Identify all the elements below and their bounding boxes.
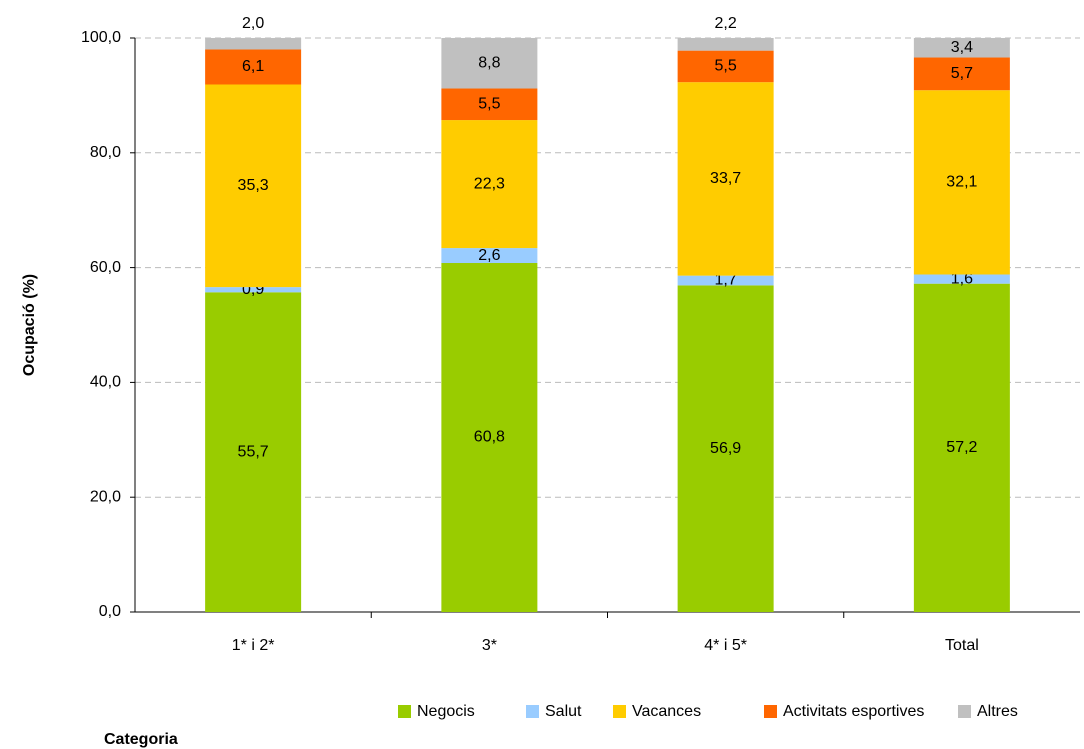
y-tick-label: 0,0 — [99, 603, 121, 620]
bar-segment — [441, 248, 538, 264]
legend-label: Salut — [545, 703, 582, 720]
data-label: 1,6 — [951, 270, 973, 287]
legend-label: Vacances — [632, 703, 701, 720]
data-label: 2,0 — [242, 15, 264, 32]
data-label: 8,8 — [478, 54, 500, 71]
data-label: 57,2 — [946, 439, 977, 456]
bar-segment — [441, 263, 538, 612]
bar-segment — [205, 84, 302, 288]
bar-segment — [913, 283, 1010, 612]
data-label: 1,7 — [715, 272, 737, 289]
legend-label: Altres — [977, 703, 1018, 720]
legend-swatch — [613, 705, 626, 718]
data-label: 5,5 — [478, 96, 500, 113]
data-label: 2,2 — [715, 15, 737, 32]
bar-segment — [913, 38, 1010, 58]
bar-segment — [913, 274, 1010, 284]
bar-segment — [913, 90, 1010, 275]
data-label: 6,1 — [242, 58, 264, 75]
data-label: 33,7 — [710, 170, 741, 187]
y-axis-label: Ocupació (%) — [21, 274, 38, 376]
legend-label: Negocis — [417, 703, 475, 720]
data-label: 60,8 — [474, 429, 505, 446]
bar-segment — [677, 38, 774, 51]
legend-swatch — [526, 705, 539, 718]
data-label: 3,4 — [951, 39, 973, 56]
bar-segment — [205, 38, 302, 50]
bar-segment — [913, 57, 1010, 91]
y-tick-label: 20,0 — [90, 488, 121, 505]
data-label: 56,9 — [710, 440, 741, 457]
bar-segment — [205, 49, 302, 85]
data-label: 2,6 — [478, 247, 500, 264]
y-tick-label: 40,0 — [90, 374, 121, 391]
data-label: 32,1 — [946, 174, 977, 191]
bar-segment — [205, 287, 302, 293]
y-tick-label: 60,0 — [90, 259, 121, 276]
data-label: 5,5 — [715, 58, 737, 75]
x-tick-label: 1* i 2* — [232, 637, 275, 654]
y-tick-label: 80,0 — [90, 144, 121, 161]
legend-swatch — [398, 705, 411, 718]
legend-swatch — [764, 705, 777, 718]
bar-segment — [441, 120, 538, 249]
bar-segment — [677, 285, 774, 612]
legend-label: Activitats esportives — [783, 703, 924, 720]
bar-segment — [677, 82, 774, 276]
data-label: 35,3 — [238, 177, 269, 194]
x-tick-label: 3* — [482, 637, 497, 654]
data-label: 5,7 — [951, 65, 973, 82]
legend-swatch — [958, 705, 971, 718]
x-tick-label: Total — [945, 637, 979, 654]
x-axis-label: Categoria — [104, 731, 178, 748]
bar-segment — [441, 88, 538, 121]
data-label: 22,3 — [474, 175, 505, 192]
x-tick-label: 4* i 5* — [704, 637, 747, 654]
bar-segment — [205, 292, 302, 612]
y-tick-label: 100,0 — [81, 29, 121, 46]
data-label: 55,7 — [238, 443, 269, 460]
bar-segment — [677, 50, 774, 83]
bar-segment — [441, 38, 538, 89]
bar-segment — [677, 275, 774, 286]
